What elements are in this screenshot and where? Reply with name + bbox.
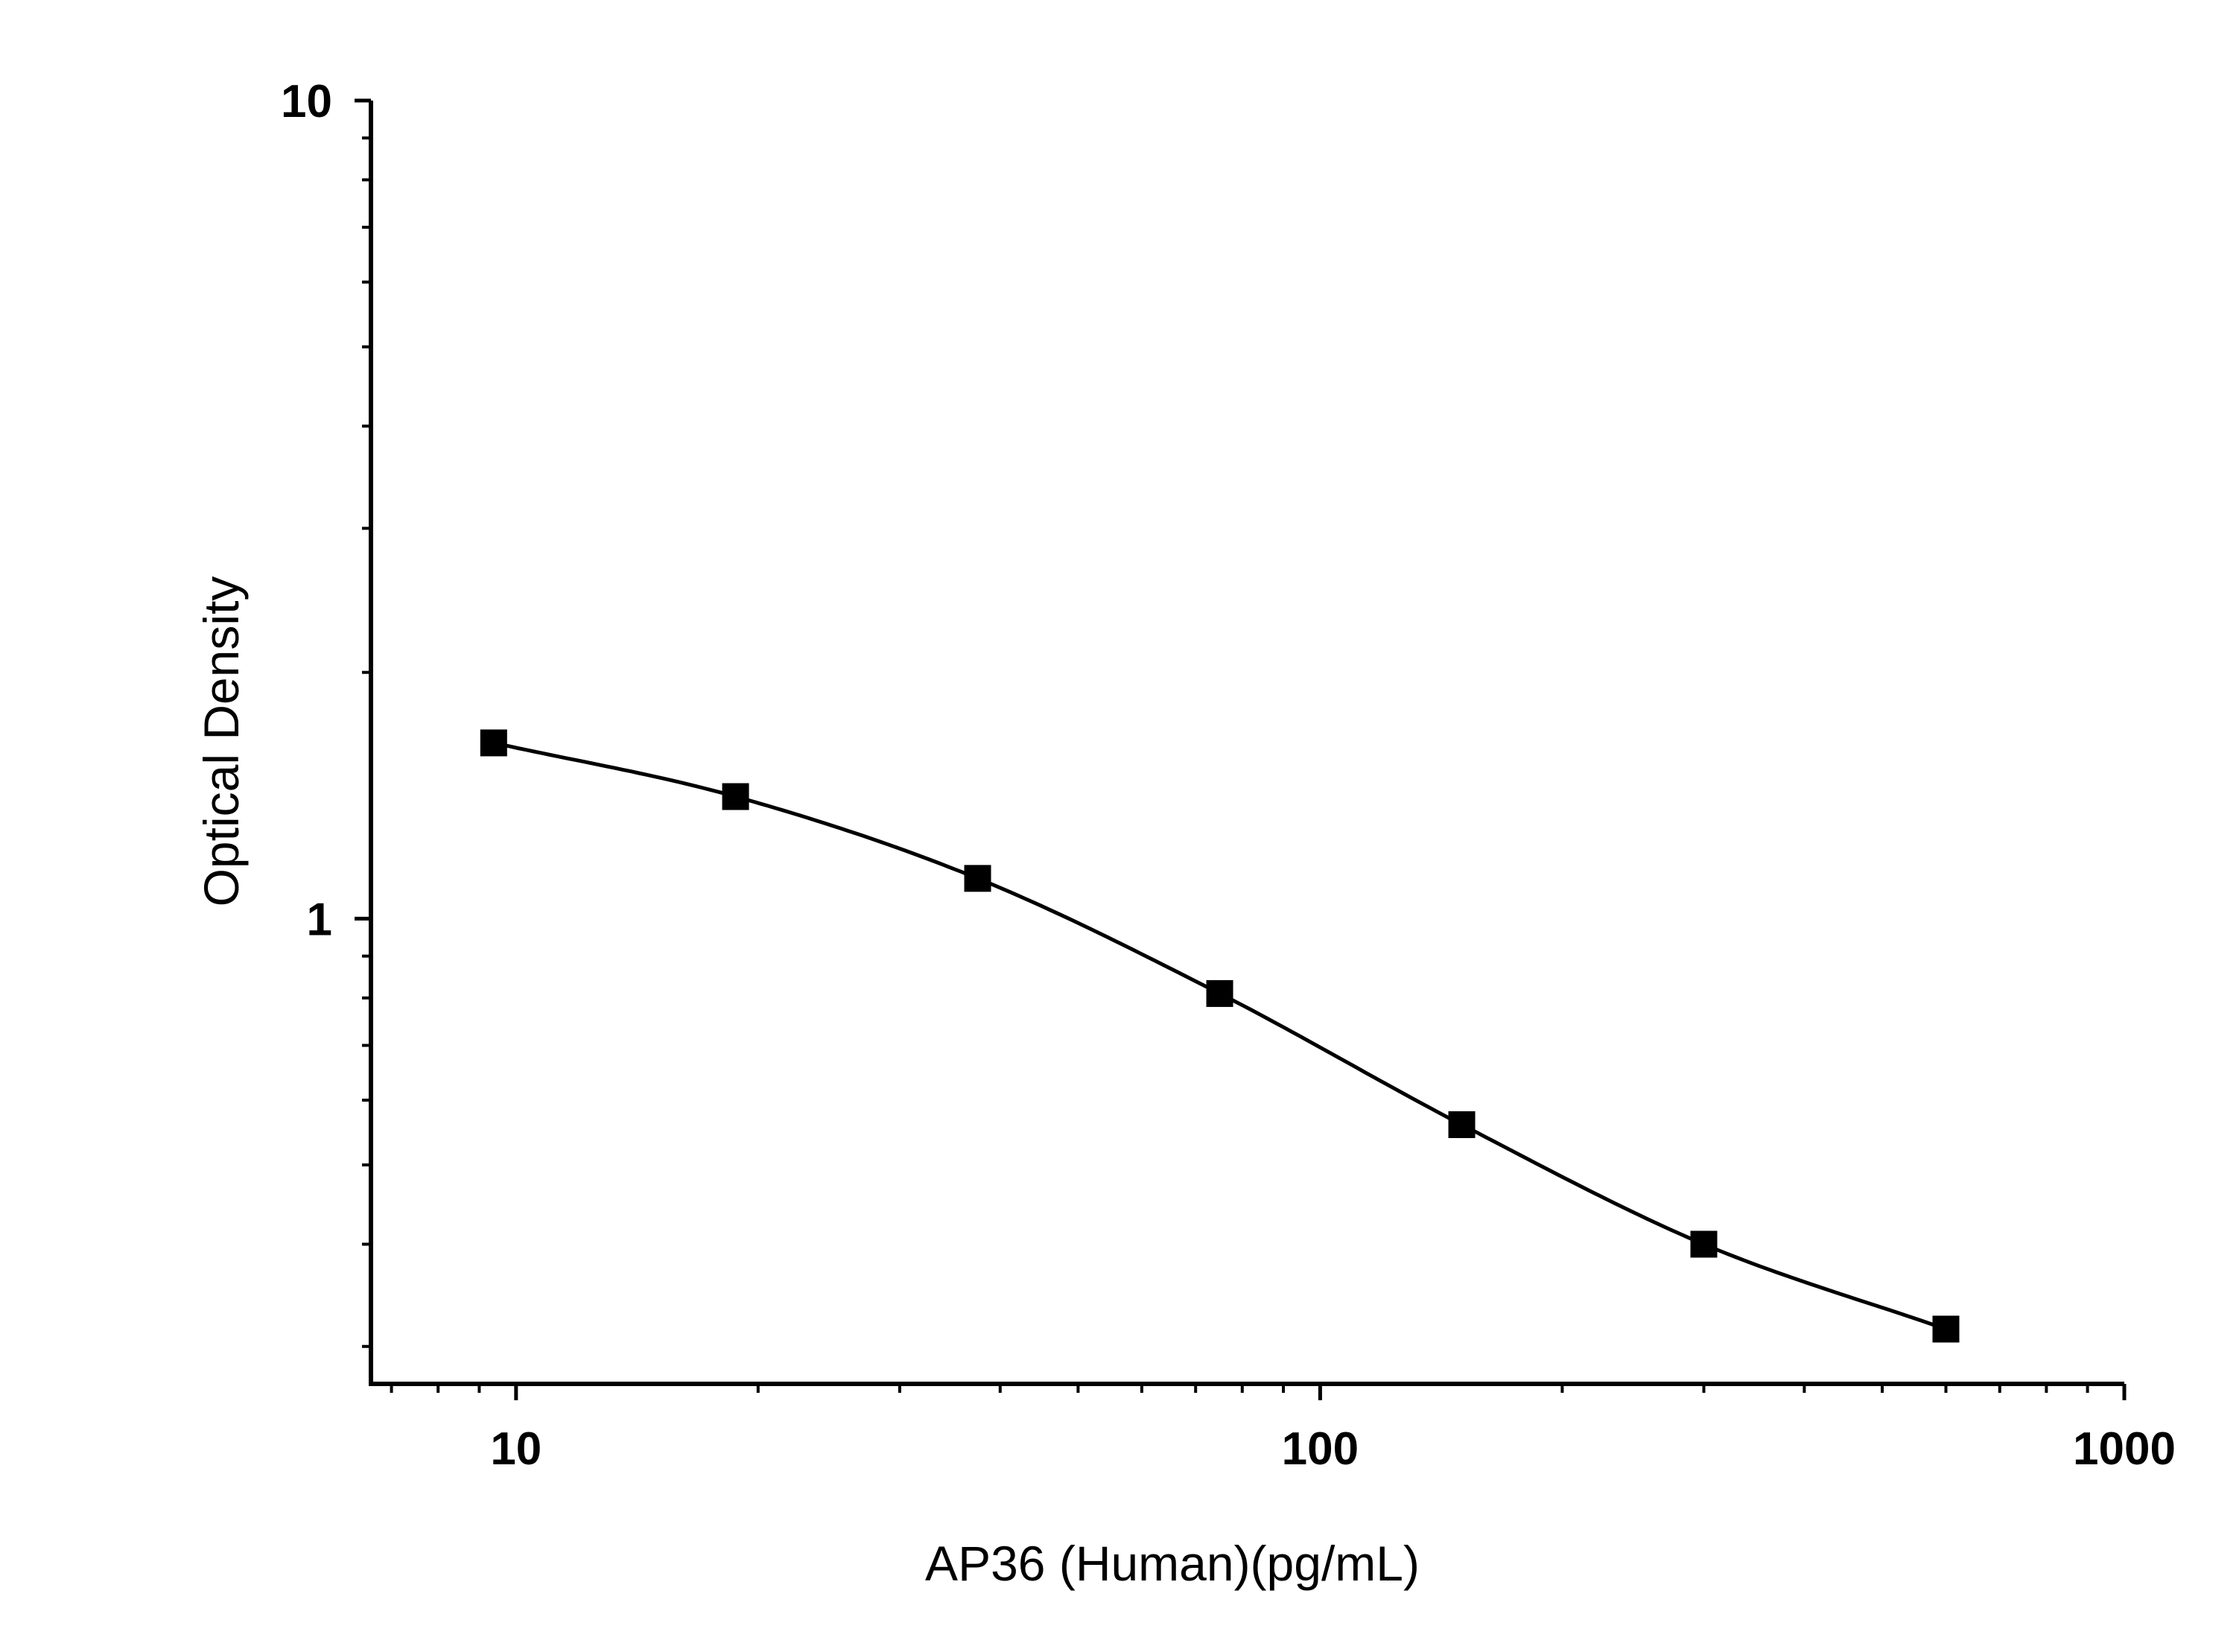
data-point: [1206, 979, 1233, 1007]
y-tick-label: 1: [307, 894, 332, 945]
data-point: [1448, 1111, 1476, 1138]
data-point: [964, 865, 991, 892]
data-point: [1932, 1315, 1960, 1343]
ticks: [355, 98, 2127, 1400]
y-axis-title: Optical Density: [194, 576, 249, 907]
axes: [369, 101, 2124, 1386]
data-point: [480, 729, 507, 757]
x-tick-label: 10: [490, 1423, 542, 1475]
data-point: [722, 783, 749, 810]
x-tick-label: 1000: [2073, 1423, 2176, 1475]
fit-curve: [493, 740, 1947, 1331]
tick-labels: 10 100 1000 1 10: [281, 76, 2176, 1475]
data-points: [480, 729, 1960, 1343]
y-tick-label: 10: [281, 76, 332, 127]
x-axis-title: AP36 (Human)(pg/mL): [925, 1536, 1420, 1591]
data-point: [1690, 1230, 1718, 1258]
x-tick-label: 100: [1282, 1423, 1359, 1475]
